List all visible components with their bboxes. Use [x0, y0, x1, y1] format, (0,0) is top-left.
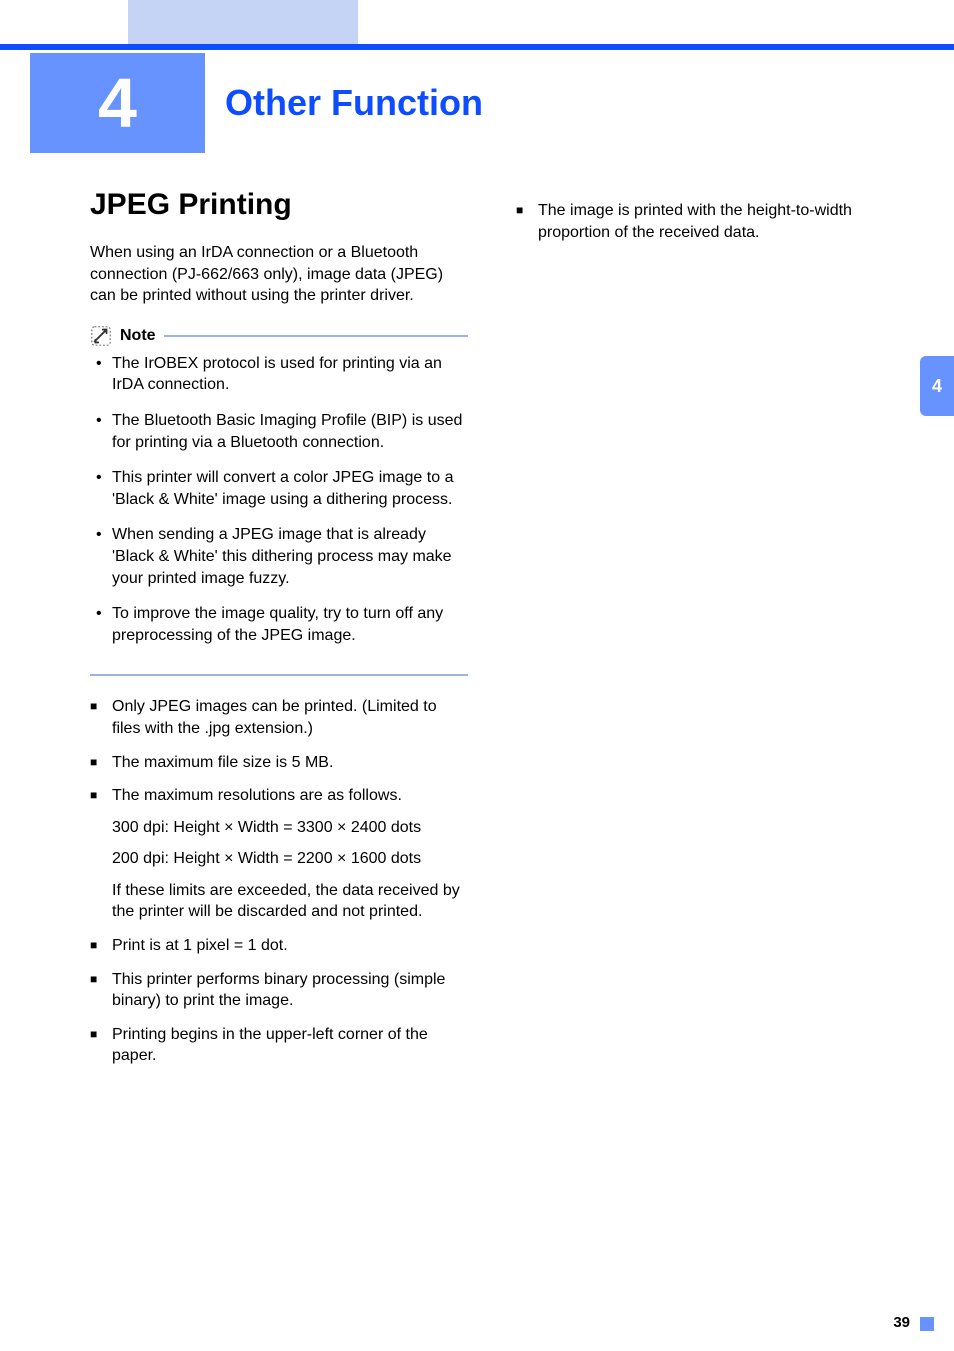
note-item: The Bluetooth Basic Imaging Profile (BIP…	[90, 410, 468, 453]
section-intro: When using an IrDA connection or a Bluet…	[90, 242, 468, 307]
chapter-title: Other Function	[205, 53, 483, 153]
content-area: JPEG Printing When using an IrDA connect…	[90, 188, 894, 1079]
list-item: Printing begins in the upper-left corner…	[90, 1024, 468, 1067]
list-item: Print is at 1 pixel = 1 dot.	[90, 935, 468, 957]
list-item: The maximum file size is 5 MB.	[90, 752, 468, 774]
list-item-text: This printer performs binary processing …	[112, 971, 445, 1010]
page-number: 39	[893, 1314, 910, 1331]
list-item-text: Printing begins in the upper-left corner…	[112, 1026, 428, 1065]
note-item: When sending a JPEG image that is alread…	[90, 524, 468, 589]
note-rule	[164, 335, 468, 337]
bullet-list-left: Only JPEG images can be printed. (Limite…	[90, 696, 468, 1067]
right-column: The image is printed with the height-to-…	[516, 188, 894, 1079]
left-column: JPEG Printing When using an IrDA connect…	[90, 188, 468, 1079]
list-item: This printer performs binary processing …	[90, 969, 468, 1012]
header-bar	[0, 44, 954, 50]
chapter-number: 4	[30, 53, 205, 153]
note-item: To improve the image quality, try to tur…	[90, 603, 468, 646]
page-header	[0, 0, 954, 50]
list-item-sub: If these limits are exceeded, the data r…	[112, 880, 468, 923]
list-item: Only JPEG images can be printed. (Limite…	[90, 696, 468, 739]
note-list: The IrOBEX protocol is used for printing…	[90, 353, 468, 677]
page-number-accent	[920, 1317, 934, 1331]
side-tab: 4	[920, 356, 954, 416]
note-item: This printer will convert a color JPEG i…	[90, 467, 468, 510]
bullet-list-right: The image is printed with the height-to-…	[516, 200, 894, 243]
note-header: Note	[90, 325, 468, 347]
header-light-block	[128, 0, 358, 44]
list-item: The maximum resolutions are as follows. …	[90, 785, 468, 923]
chapter-badge: 4 Other Function	[30, 53, 483, 153]
list-item-text: Only JPEG images can be printed. (Limite…	[112, 698, 437, 737]
note-label: Note	[120, 327, 156, 345]
list-item-text: Print is at 1 pixel = 1 dot.	[112, 937, 288, 954]
note-item: The IrOBEX protocol is used for printing…	[90, 353, 468, 396]
note-icon	[90, 325, 112, 347]
list-item-sub: 300 dpi: Height × Width = 3300 × 2400 do…	[112, 817, 468, 839]
list-item-text: The image is printed with the height-to-…	[538, 202, 852, 241]
section-heading: JPEG Printing	[90, 188, 468, 222]
list-item-text: The maximum resolutions are as follows.	[112, 787, 402, 804]
list-item: The image is printed with the height-to-…	[516, 200, 894, 243]
list-item-text: The maximum file size is 5 MB.	[112, 754, 333, 771]
list-item-sub: 200 dpi: Height × Width = 2200 × 1600 do…	[112, 848, 468, 870]
